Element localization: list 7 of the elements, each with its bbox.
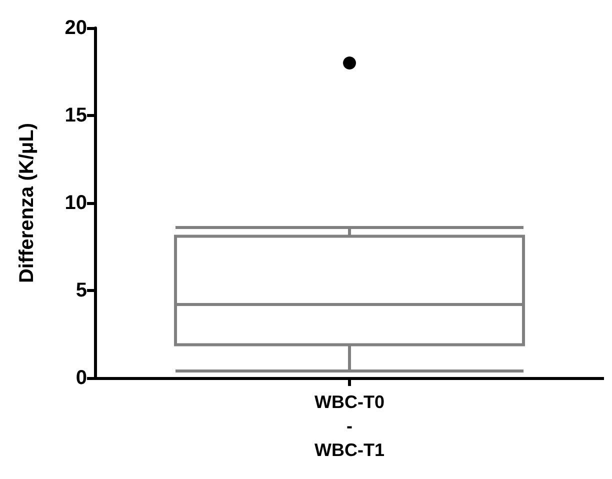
y-axis-title: Differenza (K/μL): [16, 122, 38, 284]
y-tick-label: 10: [64, 192, 87, 214]
y-tick-label: 15: [64, 104, 87, 126]
x-tick-label: WBC-T0 - WBC-T1: [314, 392, 384, 460]
y-tick-label: 5: [76, 280, 87, 302]
y-tick-label: 20: [64, 17, 87, 39]
y-tick-label: 0: [76, 367, 87, 389]
